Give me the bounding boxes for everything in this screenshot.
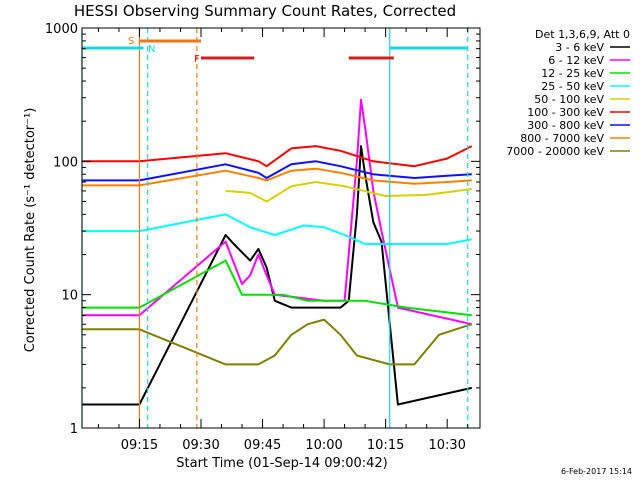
series-line-7 bbox=[82, 167, 472, 187]
x-tick-label: 10:15 bbox=[367, 438, 404, 453]
legend-label: 25 - 50 keV bbox=[541, 80, 604, 93]
footer-date: 6-Feb-2017 15:14 bbox=[561, 467, 632, 476]
x-tick-label: 09:30 bbox=[182, 438, 219, 453]
legend-title: Det 1,3,6,9, Att 0 bbox=[535, 28, 630, 41]
x-tick-label: 10:00 bbox=[305, 438, 342, 453]
marker-f: F bbox=[194, 54, 200, 65]
y-tick-label: 1 bbox=[70, 422, 78, 437]
plot-frame bbox=[81, 27, 481, 429]
marker-n: N bbox=[148, 44, 155, 55]
marker-s: S bbox=[128, 36, 134, 47]
series-line-6 bbox=[82, 160, 472, 182]
legend-label: 3 - 6 keV bbox=[555, 41, 604, 54]
chart-title: HESSI Observing Summary Count Rates, Cor… bbox=[74, 2, 456, 20]
x-tick-label: 09:45 bbox=[244, 438, 281, 453]
y-tick-label: 100 bbox=[53, 155, 78, 170]
series-line-8 bbox=[82, 318, 473, 366]
series-line-2 bbox=[82, 259, 472, 317]
legend-label: 12 - 25 keV bbox=[541, 67, 604, 80]
legend-label: 800 - 7000 keV bbox=[520, 132, 604, 145]
y-tick-label: 1000 bbox=[45, 22, 78, 37]
y-tick-label: 10 bbox=[61, 289, 78, 304]
x-axis: 09:15 09:30 09:45 10:00 10:15 10:30 bbox=[97, 28, 469, 453]
y-axis: 1 10 100 1000 bbox=[45, 22, 480, 437]
legend-label: 100 - 300 keV bbox=[527, 106, 604, 119]
legend-label: 300 - 800 keV bbox=[527, 119, 604, 132]
x-axis-label: Start Time (01-Sep-14 09:00:42) bbox=[176, 456, 387, 471]
data-lines bbox=[82, 98, 473, 406]
y-axis-label: Corrected Count Rate (s⁻¹ detector⁻¹) bbox=[23, 108, 38, 353]
series-line-4 bbox=[225, 181, 472, 203]
series-line-0 bbox=[82, 145, 473, 406]
x-tick-label: 10:30 bbox=[428, 438, 465, 453]
x-tick-label: 09:15 bbox=[121, 438, 158, 453]
series-line-3 bbox=[82, 213, 472, 245]
flag-lines: S N F bbox=[81, 28, 469, 428]
legend-label: 50 - 100 keV bbox=[534, 93, 604, 106]
legend-label: 7000 - 20000 keV bbox=[506, 145, 604, 158]
series-line-1 bbox=[82, 98, 473, 326]
series-line-5 bbox=[82, 145, 473, 168]
legend-label: 6 - 12 keV bbox=[548, 54, 604, 67]
